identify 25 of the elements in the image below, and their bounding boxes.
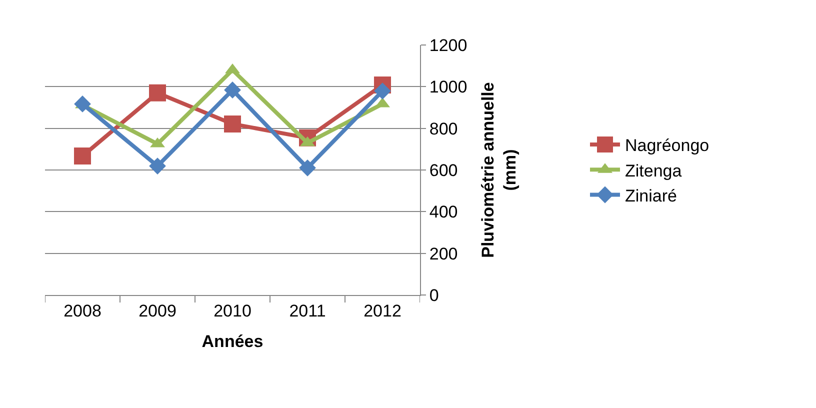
x-tick-label: 2008 xyxy=(64,301,102,320)
point xyxy=(74,96,91,112)
legend-label: Nagréongo xyxy=(625,136,710,156)
y-tick-label: 800 xyxy=(429,119,458,138)
x-axis-title: Années xyxy=(202,332,264,351)
legend-label: Zitenga xyxy=(625,161,682,180)
y-tick-label: 400 xyxy=(429,202,458,222)
y-axis-title: Pluviométrie annuelle (mm) xyxy=(478,82,520,258)
y-tick-label: 1200 xyxy=(429,36,468,55)
x-tick-label: 2011 xyxy=(289,301,326,320)
y-tick-label: 200 xyxy=(429,244,458,264)
point xyxy=(149,84,166,102)
y-tick-label: 1000 xyxy=(429,78,468,97)
point xyxy=(299,159,316,176)
x-tick-label: 2010 xyxy=(214,301,252,320)
y-tick-label: 0 xyxy=(429,286,439,305)
point xyxy=(224,82,241,98)
y-tick-label: 600 xyxy=(429,160,458,180)
point xyxy=(374,82,391,100)
point xyxy=(149,158,166,174)
x-tick-label: 2009 xyxy=(138,301,176,320)
point xyxy=(74,148,91,165)
point xyxy=(224,115,241,132)
x-tick-label: 2012 xyxy=(364,301,402,320)
legend-label: Ziniaré xyxy=(625,186,677,206)
